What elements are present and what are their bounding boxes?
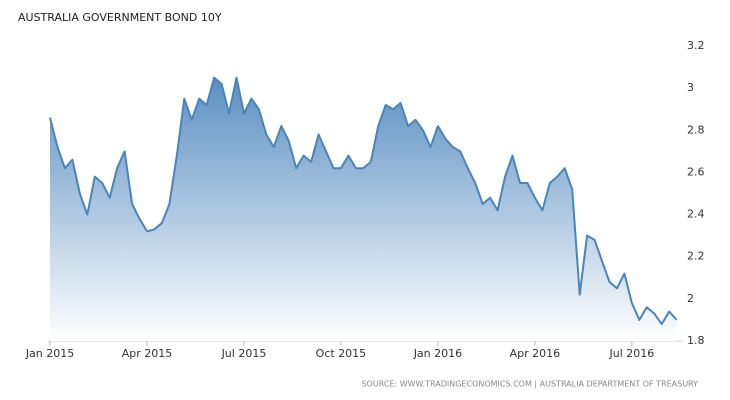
x-tick-label: Oct 2015 — [316, 347, 367, 360]
x-tick-label: Jul 2015 — [221, 347, 267, 360]
x-tick-label: Jan 2015 — [25, 347, 74, 360]
y-tick-label: 3.2 — [687, 39, 705, 52]
x-tick-label: Jan 2016 — [413, 347, 462, 360]
y-tick-label: 2.4 — [687, 208, 705, 221]
x-tick-label: Apr 2015 — [122, 347, 173, 360]
area-fill — [50, 77, 677, 341]
y-tick-label: 2 — [687, 292, 694, 305]
y-tick-label: 1.8 — [687, 334, 705, 347]
y-tick-label: 2.2 — [687, 250, 705, 263]
y-tick-label: 2.6 — [687, 165, 705, 178]
line — [49, 76, 678, 326]
chart-title: AUSTRALIA GOVERNMENT BOND 10Y — [18, 11, 222, 24]
y-tick-label: 2.8 — [687, 123, 705, 136]
x-tick-label: Apr 2016 — [510, 347, 561, 360]
source-note: SOURCE: WWW.TRADINGECONOMICS.COM | AUSTR… — [361, 380, 698, 389]
x-tick-label: Jul 2016 — [608, 347, 654, 360]
y-tick-label: 3 — [687, 81, 694, 94]
